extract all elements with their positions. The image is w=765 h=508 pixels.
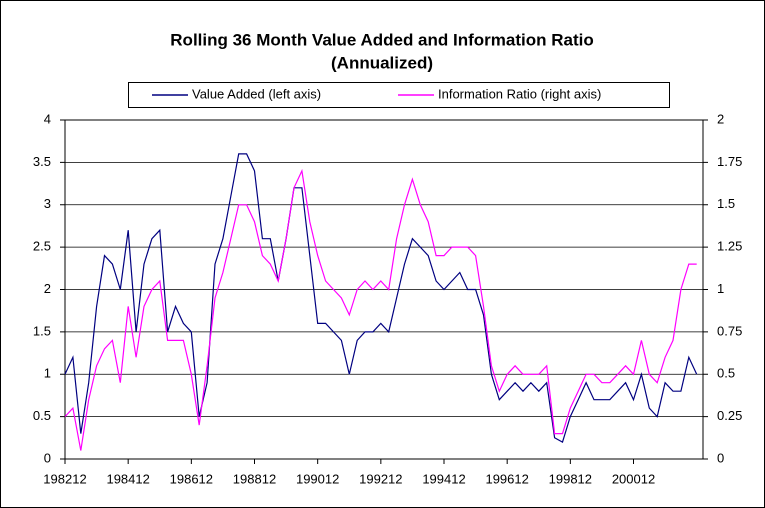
- y-tick-label: 4: [44, 111, 51, 126]
- x-tick-label: 199012: [296, 471, 339, 486]
- x-tick-label: 198812: [233, 471, 276, 486]
- x-tick-label: 199412: [422, 471, 465, 486]
- y-tick-label: 0.5: [33, 408, 51, 423]
- y2-tick-label: 0: [717, 450, 724, 465]
- y2-tick-label: 0.75: [717, 323, 742, 338]
- x-tick-label: 199812: [549, 471, 592, 486]
- plot-border: [64, 119, 704, 460]
- y2-tick-label: 2: [717, 111, 724, 126]
- y2-tick-label: 1: [717, 281, 724, 296]
- series-line: [64, 168, 697, 451]
- legend-label: Information Ratio (right axis): [438, 86, 601, 101]
- x-tick-label: 199612: [485, 471, 528, 486]
- y2-tick-label: 0.25: [717, 408, 742, 423]
- y2-tick-label: 0.5: [717, 366, 735, 381]
- y-tick-label: 1: [44, 366, 51, 381]
- y-tick-label: 1.5: [33, 323, 51, 338]
- y-tick-label: 2.5: [33, 239, 51, 254]
- y-tick-label: 3: [44, 196, 51, 211]
- x-tick-label: 198412: [106, 471, 149, 486]
- y-tick-label: 0: [44, 450, 51, 465]
- chart-title: Rolling 36 Month Value Added and Informa…: [170, 30, 593, 49]
- x-tick-label: 199212: [359, 471, 402, 486]
- y2-tick-label: 1.25: [717, 239, 742, 254]
- x-tick-label: 200012: [612, 471, 655, 486]
- legend-label: Value Added (left axis): [192, 86, 321, 101]
- x-tick-label: 198612: [170, 471, 213, 486]
- x-tick-label: 198212: [43, 471, 86, 486]
- chart-title: (Annualized): [331, 53, 433, 72]
- y-tick-label: 2: [44, 281, 51, 296]
- y2-tick-label: 1.5: [717, 196, 735, 211]
- series-line: [64, 153, 698, 443]
- y-tick-label: 3.5: [33, 154, 51, 169]
- y2-tick-label: 1.75: [717, 154, 742, 169]
